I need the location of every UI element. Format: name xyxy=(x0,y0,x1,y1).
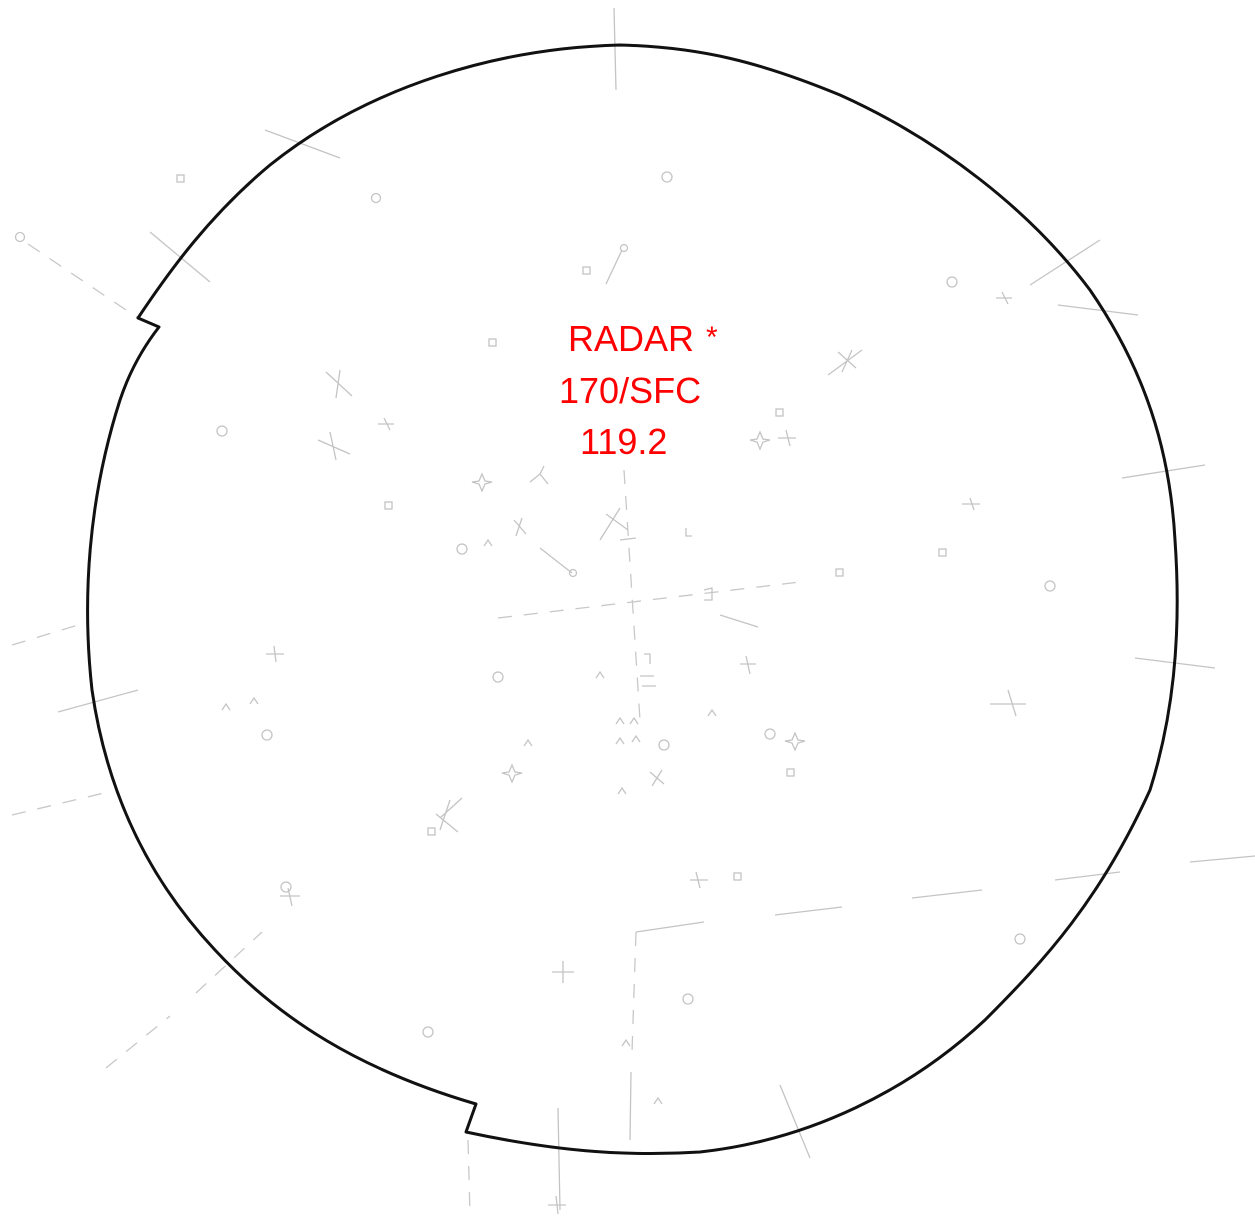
airspace-boundary xyxy=(86,43,1179,1156)
airway-lines xyxy=(11,7,1255,1216)
fix-marks xyxy=(221,465,717,1105)
intersection-icon xyxy=(266,291,1026,1215)
vor-icon xyxy=(471,430,806,784)
airspace-type-label: RADAR * xyxy=(568,321,718,357)
frequency-label: 119.2 xyxy=(580,421,668,462)
altitude-label: 170/SFC xyxy=(559,370,702,411)
asterisk-icon: * xyxy=(706,321,718,354)
waypoint-icon xyxy=(176,174,947,881)
airspace-type-text: RADAR xyxy=(568,318,695,359)
airport-icon xyxy=(14,171,1056,1038)
